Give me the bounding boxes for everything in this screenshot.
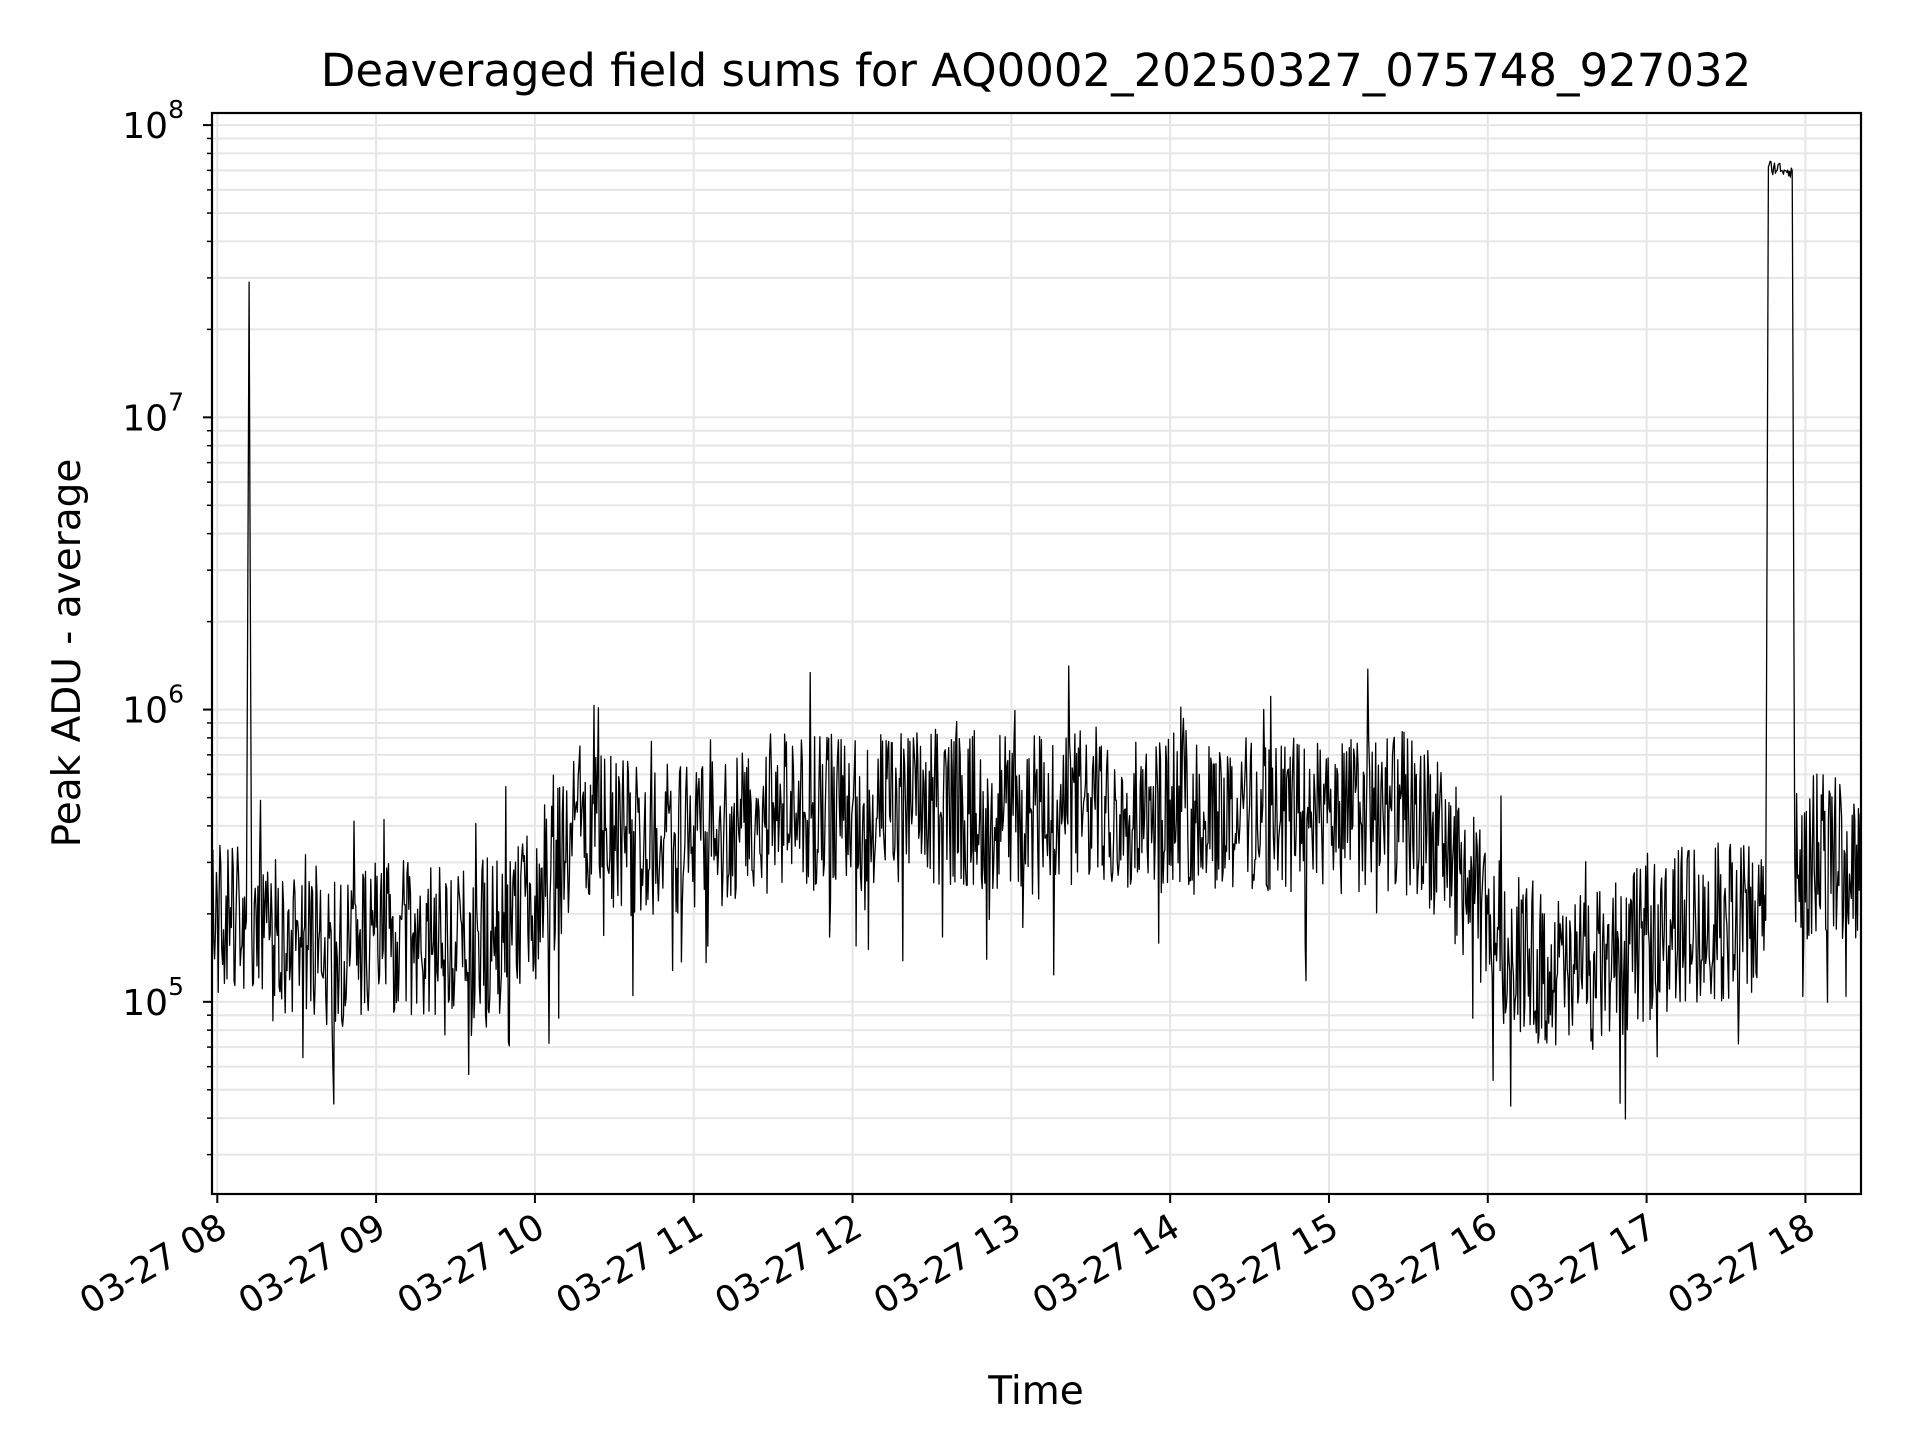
x-axis-label: Time — [987, 1369, 1083, 1414]
y-axis-label: Peak ADU - average — [45, 459, 90, 848]
series-line — [211, 160, 1862, 1120]
y-tick-label: 105 — [122, 972, 184, 1024]
series-layer — [211, 160, 1862, 1120]
chart-title: Deaveraged field sums for AQ0002_2025032… — [321, 44, 1752, 97]
y-tick-label: 108 — [122, 95, 184, 147]
plot-frame — [210, 111, 1863, 1196]
y-tick-label: 106 — [122, 680, 184, 732]
plot-area — [212, 113, 1861, 1194]
y-tick-label: 107 — [122, 387, 184, 439]
